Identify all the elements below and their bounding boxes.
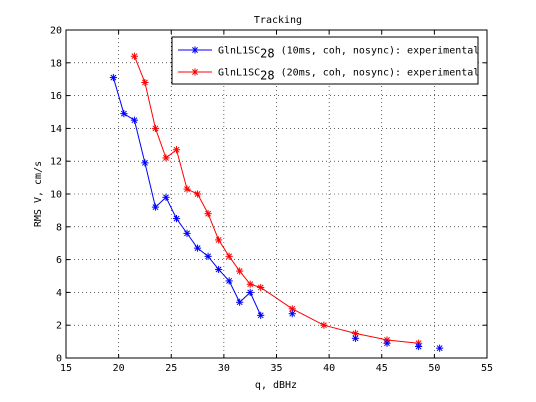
series-0-point — [173, 215, 180, 222]
series-0-point — [194, 245, 201, 252]
series-1-point — [215, 236, 222, 243]
x-tick-label: 15 — [60, 363, 72, 374]
legend-name-rest: (10ms, coh, nosync): experimental — [275, 46, 480, 57]
series-1-point — [173, 146, 180, 153]
series-1-point — [162, 154, 169, 161]
x-tick-label: 55 — [481, 363, 493, 374]
chart-title: Tracking — [254, 15, 302, 26]
series-0-extra-point — [352, 335, 359, 342]
series-0-point — [162, 194, 169, 201]
y-axis-title: RMS V, cm/s — [33, 161, 44, 227]
legend-swatch-marker — [191, 46, 198, 53]
x-axis-title: q, dBHz — [255, 380, 297, 391]
y-tick-label: 16 — [50, 91, 62, 102]
series-line-1 — [134, 56, 418, 343]
x-tick-label: 40 — [323, 363, 335, 374]
series-0-point — [110, 74, 117, 81]
legend-name-subscript: 28 — [260, 47, 274, 61]
series-1-point — [152, 125, 159, 132]
y-tick-label: 20 — [50, 26, 62, 37]
series-0-point — [204, 253, 211, 260]
series-1-point — [236, 267, 243, 274]
series-0-extra-point — [415, 343, 422, 350]
legend: GlnL1SC28 (10ms, coh, nosync): experimen… — [172, 37, 479, 84]
series-0-point — [131, 117, 138, 124]
legend-name-main: GlnL1SC — [218, 46, 260, 57]
legend-swatch-marker — [191, 68, 198, 75]
series-1-point — [131, 53, 138, 60]
y-tick-label: 8 — [56, 222, 62, 233]
series-1-point — [204, 210, 211, 217]
y-tick-label: 14 — [50, 124, 62, 135]
x-tick-label: 25 — [165, 363, 177, 374]
legend-name-subscript: 28 — [260, 69, 274, 83]
series-0-point — [215, 266, 222, 273]
series-1-point — [257, 284, 264, 291]
series-1-point — [226, 253, 233, 260]
series-0-point — [236, 299, 243, 306]
series-0-point — [120, 110, 127, 117]
series-1-point — [320, 322, 327, 329]
series-0-point — [247, 289, 254, 296]
y-tick-label: 0 — [56, 354, 62, 365]
y-tick-label: 18 — [50, 58, 62, 69]
series-1-point — [194, 190, 201, 197]
legend-name-main: GlnL1SC — [218, 68, 260, 79]
y-tick-label: 4 — [56, 288, 62, 299]
series-0-point — [183, 230, 190, 237]
x-tick-label: 45 — [376, 363, 388, 374]
x-tick-label: 50 — [428, 363, 440, 374]
x-tick-label: 30 — [218, 363, 230, 374]
y-tick-label: 6 — [56, 255, 62, 266]
series-0-point — [152, 204, 159, 211]
series-line-0 — [113, 78, 260, 316]
x-tick-label: 20 — [113, 363, 125, 374]
series-0-point — [226, 277, 233, 284]
series-0-extra-point — [383, 340, 390, 347]
series-0-extra-point — [289, 310, 296, 317]
series-0-extra-point — [436, 345, 443, 352]
y-tick-label: 12 — [50, 157, 62, 168]
series-0-point — [141, 159, 148, 166]
series-1-point — [247, 281, 254, 288]
legend-name-rest: (20ms, coh, nosync): experimental — [275, 68, 480, 79]
y-tick-label: 2 — [56, 321, 62, 332]
y-tick-label: 10 — [50, 190, 62, 201]
x-tick-label: 35 — [270, 363, 282, 374]
series-1-point — [141, 79, 148, 86]
series-0-point — [257, 312, 264, 319]
series-1-point — [183, 185, 190, 192]
